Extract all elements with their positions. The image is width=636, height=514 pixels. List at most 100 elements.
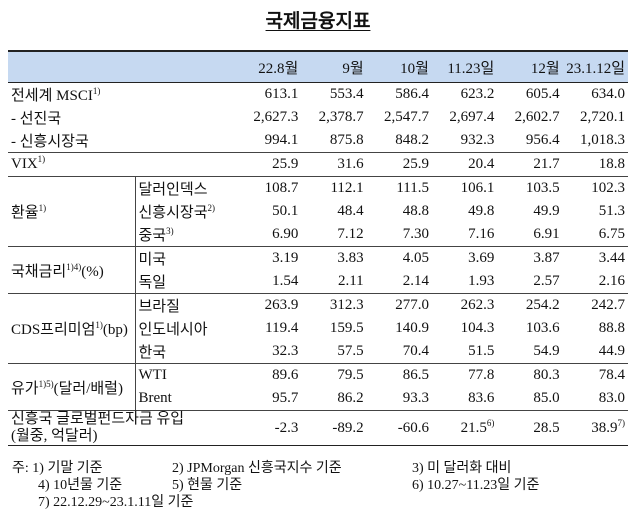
value: 312.3 — [329, 297, 364, 313]
value: 634.0 — [591, 86, 625, 102]
table-row: 신흥시장국2) 50.1 48.4 48.8 49.8 49.9 51.3 — [8, 200, 628, 223]
value: 932.3 — [460, 132, 495, 148]
value-cell: 262.3 — [431, 293, 498, 317]
value-cell: 77.8 — [431, 363, 498, 387]
value: 2,547.7 — [383, 109, 429, 125]
value-cell: 38.97) — [562, 410, 628, 446]
group-label: 환율1) — [8, 176, 136, 247]
value: 4.05 — [402, 250, 429, 266]
indicator-table: 22.8월 9월 10월 11.23일 12월 23.1.12일 전세계 MSCI1) 61… — [8, 50, 628, 446]
value: 51.5 — [468, 343, 495, 359]
value-cell: 1,018.3 — [563, 129, 628, 153]
value-cell: 80.3 — [497, 363, 563, 387]
value-cell: -2.3 — [236, 410, 302, 446]
label-text: 브라질 — [138, 299, 180, 315]
row-label: VIX1) — [8, 152, 236, 177]
value: 18.8 — [598, 156, 625, 172]
value: 25.9 — [272, 156, 299, 172]
row-label: 전세계 MSCI1) — [8, 83, 236, 107]
label-text: CDS프리미엄 — [11, 322, 96, 338]
value: 6.75 — [598, 226, 625, 242]
value: 77.8 — [468, 367, 495, 383]
value-cell: 3.83 — [301, 246, 367, 270]
value-cell: 44.9 — [563, 340, 628, 364]
value: 20.4 — [468, 156, 495, 172]
value-cell: 78.4 — [562, 363, 628, 387]
table-row: 전세계 MSCI1) 613.1 553.4 586.4 623.2 605.4 634.0 — [8, 83, 628, 107]
value-cell: 875.8 — [301, 129, 366, 153]
column-header: 11.23일 — [431, 50, 498, 83]
note: 5) 현물 기준 — [172, 477, 412, 494]
column-header: 22.8월 — [236, 50, 302, 83]
group-label: 국채금리1)4)(%) — [8, 246, 136, 294]
value: 80.3 — [533, 367, 560, 383]
value-cell: 18.8 — [562, 152, 628, 177]
value-cell: 28.5 — [497, 410, 563, 446]
value: 32.3 — [272, 343, 299, 359]
note-text: 1) 기말 기준 — [32, 461, 103, 476]
value: 38.9 — [591, 419, 618, 436]
value-cell: 254.2 — [497, 293, 563, 317]
value-cell: 111.5 — [366, 176, 432, 200]
value-cell: 956.4 — [497, 129, 562, 153]
notes: 주: 1) 기말 기준 2) JPMorgan 신흥국지수 기준 3) 미 달러화 … — [12, 460, 628, 511]
value-cell: 2.16 — [563, 270, 628, 294]
label-text: 미국 — [138, 252, 167, 268]
value-cell: 932.3 — [432, 129, 497, 153]
value: 6.91 — [533, 226, 560, 242]
row-label: Brent — [135, 387, 236, 411]
value-cell: 50.1 — [236, 200, 301, 223]
table-row: 국채금리1)4)(%) 미국 3.19 3.83 4.05 3.69 3.87 3.44 — [8, 246, 628, 294]
value: 51.3 — [598, 203, 625, 219]
value-cell: 605.4 — [497, 83, 562, 107]
value: 613.1 — [264, 86, 299, 102]
value-cell: 88.8 — [563, 317, 628, 340]
table-row: Brent 95.7 86.2 93.3 83.6 85.0 83.0 — [8, 387, 628, 411]
row-label: 독일 — [135, 270, 236, 294]
value: 263.9 — [264, 297, 299, 313]
value-cell: 586.4 — [367, 83, 432, 107]
value-cell: 2.14 — [367, 270, 432, 294]
table-row: VIX1) 25.9 31.6 25.9 20.4 21.7 18.8 — [8, 152, 628, 177]
value: 106.1 — [460, 180, 495, 196]
value: 586.4 — [395, 86, 429, 102]
label-text: 신흥시장국 — [138, 205, 208, 221]
value-cell: 2,627.3 — [236, 106, 301, 129]
value: 7.30 — [402, 226, 429, 242]
value: 111.5 — [396, 180, 429, 196]
footnote-mark: 1)5) — [38, 378, 54, 389]
note-text: 6) 10.27~11.23일 기준 — [412, 478, 540, 493]
value: 2.14 — [402, 273, 429, 289]
label-suffix: (%) — [81, 263, 104, 280]
value: 553.4 — [329, 86, 364, 102]
value: 254.2 — [525, 297, 560, 313]
note-text: 3) 미 달러화 대비 — [412, 461, 512, 476]
row-label: - 신흥시장국 — [8, 129, 236, 153]
value-cell: 25.9 — [236, 152, 302, 177]
value: 1.54 — [272, 273, 299, 289]
value: -60.6 — [397, 419, 429, 436]
value: 2.57 — [533, 273, 560, 289]
label-text: - 선진국 — [11, 111, 62, 127]
value-cell: 2,697.4 — [432, 106, 497, 129]
value: 159.5 — [329, 320, 364, 336]
value-cell: 3.87 — [497, 246, 563, 270]
note-text: 2) JPMorgan 신흥국지수 기준 — [172, 461, 342, 476]
value: 95.7 — [272, 390, 299, 406]
label-text: 달러인덱스 — [138, 182, 208, 198]
note-text: 7) 22.12.29~23.1.11일 기준 — [38, 495, 194, 510]
value: 3.69 — [468, 250, 495, 266]
note: 7) 22.12.29~23.1.11일 기준 — [12, 494, 193, 511]
value: 2,720.1 — [580, 109, 625, 125]
note: 4) 10년물 기준 — [12, 477, 172, 494]
note-prefix: 주: — [12, 461, 29, 476]
header-row: 22.8월 9월 10월 11.23일 12월 23.1.12일 — [8, 50, 628, 83]
value-cell: 89.6 — [236, 363, 302, 387]
table-row: 인도네시아 119.4 159.5 140.9 104.3 103.6 88.8 — [8, 317, 628, 340]
note: 2) JPMorgan 신흥국지수 기준 — [172, 460, 412, 477]
value-cell: 613.1 — [236, 83, 301, 107]
value: 242.7 — [591, 297, 625, 313]
value-cell: 93.3 — [367, 387, 432, 411]
value-cell: 119.4 — [236, 317, 301, 340]
value-cell: 21.56) — [431, 410, 498, 446]
